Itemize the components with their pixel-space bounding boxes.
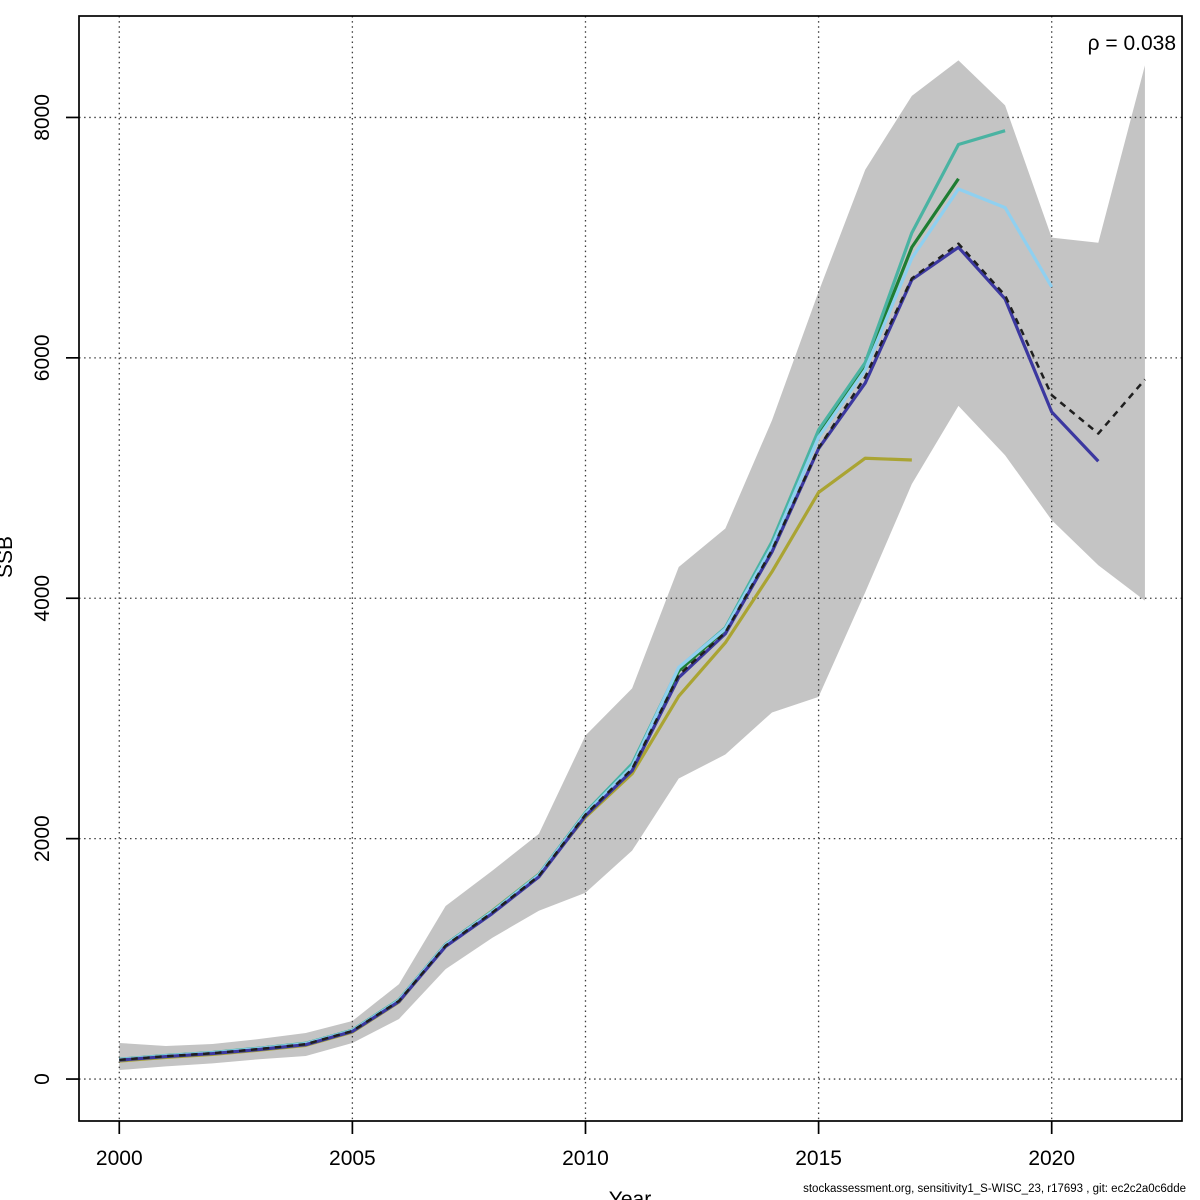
series-line-base-run (119, 242, 1146, 1062)
x-tick-label: 2015 (795, 1147, 842, 1170)
y-tick-label: 6000 (31, 334, 54, 381)
y-axis-label: SSB (0, 536, 17, 578)
mohns-rho-annotation: ρ = 0.038 (1088, 32, 1176, 55)
footer-credit: stockassessment.org, sensitivity1_S-WISC… (803, 1183, 1186, 1195)
y-tick-label: 4000 (31, 575, 54, 622)
plot-border (78, 15, 1183, 1122)
y-tick-label: 2000 (31, 815, 54, 862)
confidence-band (119, 60, 1145, 1071)
x-tick-label: 2010 (562, 1147, 609, 1170)
y-tick-label: 8000 (31, 94, 54, 141)
y-tick-label: 0 (31, 1073, 54, 1085)
x-tick-label: 2020 (1028, 1147, 1075, 1170)
grid-group (79, 16, 1182, 1121)
x-tick-label: 2000 (96, 1147, 143, 1170)
axes-group: 2000 2005 2010 2015 2020 0 2000 4000 6000 8000 (31, 94, 1075, 1170)
plot-box-group (78, 15, 1183, 1122)
x-tick-label: 2005 (329, 1147, 376, 1170)
confidence-band-group (119, 60, 1145, 1071)
x-axis-label: Year (609, 1188, 651, 1200)
series-lines-group (119, 129, 1146, 1063)
